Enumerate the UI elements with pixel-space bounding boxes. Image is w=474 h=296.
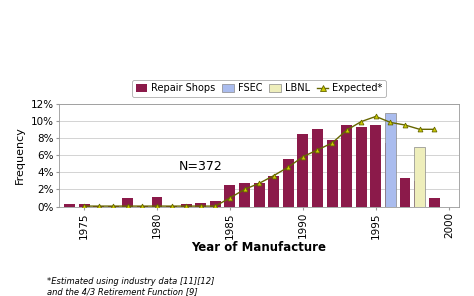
Bar	[181, 204, 191, 207]
Bar	[400, 178, 410, 207]
Bar	[64, 204, 75, 207]
Bar	[341, 125, 352, 207]
Text: *Estimated using industry data [11][12]
and the 4/3 Retirement Function [9]: *Estimated using industry data [11][12] …	[47, 276, 215, 296]
Bar	[108, 206, 118, 207]
Bar	[152, 197, 163, 207]
Bar	[195, 203, 206, 207]
Bar	[210, 201, 221, 207]
Bar	[137, 206, 148, 207]
Text: N=372: N=372	[179, 160, 223, 173]
Bar	[414, 181, 425, 207]
Bar	[327, 140, 337, 207]
Bar	[414, 147, 425, 207]
Bar	[385, 143, 396, 207]
Bar	[370, 125, 381, 207]
Bar	[312, 129, 323, 207]
Bar	[254, 183, 264, 207]
X-axis label: Year of Manufacture: Year of Manufacture	[191, 241, 327, 254]
Y-axis label: Frequency: Frequency	[15, 126, 25, 184]
Bar	[428, 198, 440, 207]
Bar	[268, 176, 279, 207]
Bar	[239, 183, 250, 207]
Bar	[297, 133, 309, 207]
Bar	[93, 206, 104, 207]
Bar	[385, 113, 396, 207]
Bar	[122, 198, 133, 207]
Bar	[283, 159, 294, 207]
Bar	[225, 185, 236, 207]
Bar	[166, 206, 177, 207]
Bar	[356, 127, 367, 207]
Legend: Repair Shops, FSEC, LBNL, Expected*: Repair Shops, FSEC, LBNL, Expected*	[132, 80, 386, 97]
Bar	[79, 204, 90, 207]
